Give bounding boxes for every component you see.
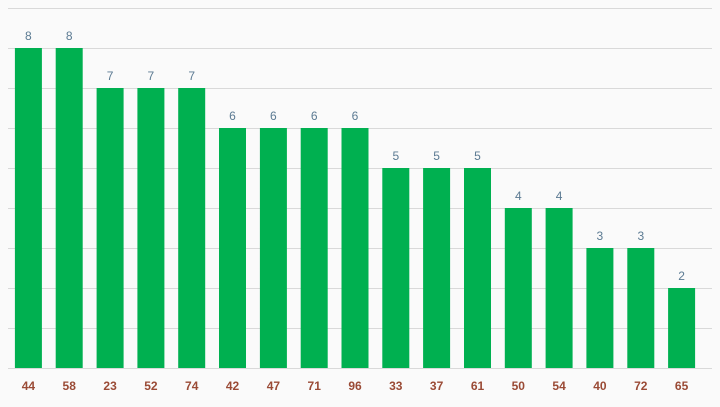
bar-72 [627, 248, 655, 368]
bar-58 [55, 48, 83, 368]
bar-44 [14, 48, 42, 368]
x-tick-label: 72 [634, 379, 648, 393]
x-tick-label: 74 [185, 379, 199, 393]
value-label: 4 [556, 189, 563, 203]
value-label: 7 [107, 69, 114, 83]
bar-71 [300, 128, 328, 368]
value-label: 6 [229, 109, 236, 123]
bar-96 [341, 128, 369, 368]
bar-74 [178, 88, 206, 368]
x-tick-label: 61 [471, 379, 485, 393]
value-label: 5 [474, 149, 481, 163]
bar-65 [668, 288, 696, 368]
bar-54 [545, 208, 573, 368]
value-label: 5 [433, 149, 440, 163]
x-tick-label: 52 [144, 379, 158, 393]
value-label: 3 [597, 229, 604, 243]
bar-42 [219, 128, 246, 368]
bar-40 [586, 248, 614, 368]
x-tick-label: 96 [348, 379, 362, 393]
x-tick-label: 71 [308, 379, 322, 393]
bar-33 [382, 168, 410, 368]
x-tick-label: 54 [552, 379, 566, 393]
x-tick-label: 42 [226, 379, 240, 393]
x-tick-label: 44 [22, 379, 36, 393]
value-label: 8 [25, 29, 32, 43]
x-tick-label: 40 [593, 379, 607, 393]
x-tick-label: 47 [267, 379, 281, 393]
x-tick-label: 50 [512, 379, 526, 393]
bar-52 [137, 88, 165, 368]
bar-23 [96, 88, 124, 368]
bars [14, 48, 696, 368]
x-tick-label: 37 [430, 379, 444, 393]
bar-37 [423, 168, 451, 368]
value-label: 5 [392, 149, 399, 163]
value-label: 6 [311, 109, 318, 123]
value-label: 3 [637, 229, 644, 243]
bar-61 [464, 168, 491, 368]
value-label: 7 [188, 69, 195, 83]
x-tick-label: 58 [63, 379, 77, 393]
value-label: 6 [352, 109, 359, 123]
bar-50 [504, 208, 532, 368]
x-tick-label: 23 [103, 379, 117, 393]
value-labels: 8 8 7 7 7 6 6 6 6 5 5 5 4 4 3 3 2 [25, 29, 685, 283]
value-label: 4 [515, 189, 522, 203]
x-tick-labels: 44 58 23 52 74 42 47 71 96 33 37 61 50 54 40 72 65 [22, 379, 689, 393]
value-label: 8 [66, 29, 73, 43]
value-label: 6 [270, 109, 277, 123]
value-label: 2 [678, 269, 685, 283]
x-tick-label: 33 [389, 379, 403, 393]
x-tick-label: 65 [675, 379, 689, 393]
value-label: 7 [148, 69, 155, 83]
bar-47 [259, 128, 287, 368]
